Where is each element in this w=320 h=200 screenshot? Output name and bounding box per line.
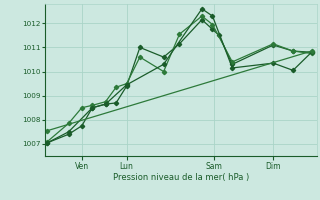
X-axis label: Pression niveau de la mer( hPa ): Pression niveau de la mer( hPa ) bbox=[113, 173, 249, 182]
